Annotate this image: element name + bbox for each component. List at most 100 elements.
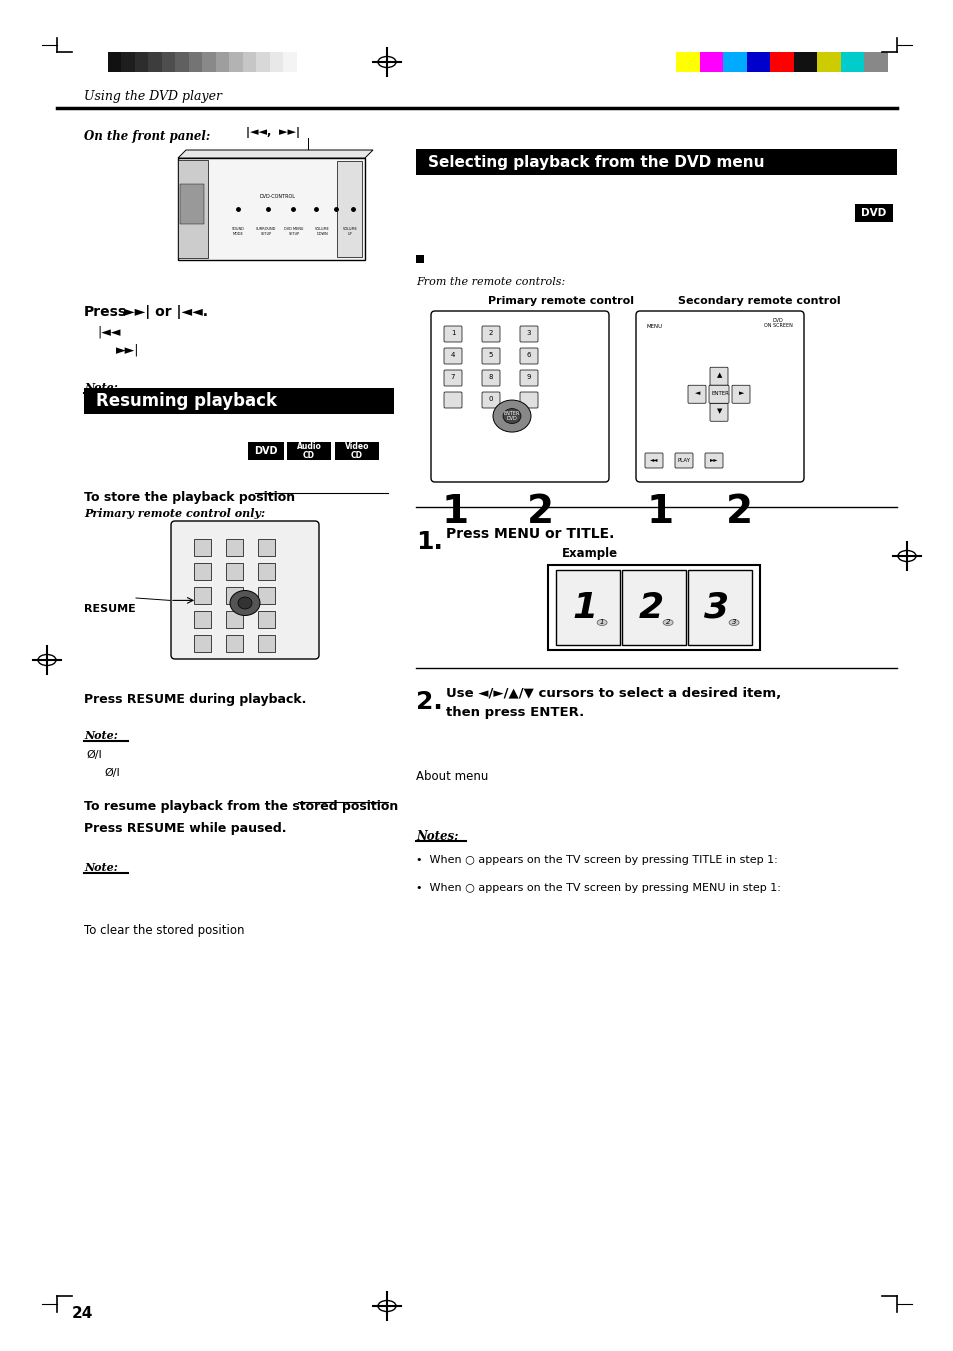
Text: Ø/I: Ø/I: [86, 750, 102, 761]
Bar: [178, 158, 365, 259]
Bar: [178, 159, 208, 258]
Text: Using the DVD player: Using the DVD player: [84, 91, 222, 103]
FancyBboxPatch shape: [443, 392, 461, 408]
FancyBboxPatch shape: [675, 453, 692, 467]
Text: 3: 3: [526, 330, 531, 336]
FancyBboxPatch shape: [636, 311, 803, 482]
Text: About menu: About menu: [416, 770, 488, 784]
Text: DVD
ON SCREEN: DVD ON SCREEN: [762, 317, 792, 328]
Bar: [746, 51, 769, 72]
Ellipse shape: [237, 597, 252, 609]
Bar: [108, 51, 121, 72]
Text: Press RESUME while paused.: Press RESUME while paused.: [84, 821, 286, 835]
Text: SURROUND
SETUP: SURROUND SETUP: [255, 227, 276, 235]
Text: •  When ○ appears on the TV screen by pressing MENU in step 1:: • When ○ appears on the TV screen by pre…: [416, 884, 781, 893]
Text: |◄◄: |◄◄: [97, 326, 120, 338]
Text: To resume playback from the stored position: To resume playback from the stored posit…: [84, 800, 397, 813]
Bar: [621, 570, 685, 644]
FancyBboxPatch shape: [443, 349, 461, 363]
Text: From the remote controls:: From the remote controls:: [416, 277, 565, 286]
Bar: [255, 51, 270, 72]
Text: Secondary remote control: Secondary remote control: [678, 296, 840, 305]
FancyBboxPatch shape: [443, 326, 461, 342]
Bar: [189, 51, 202, 72]
Text: VOLUME
UP: VOLUME UP: [342, 227, 357, 235]
Bar: [257, 611, 274, 628]
Bar: [162, 51, 175, 72]
Text: PLAY: PLAY: [677, 458, 690, 462]
FancyBboxPatch shape: [519, 370, 537, 386]
Text: Primary remote control only:: Primary remote control only:: [84, 508, 265, 519]
FancyBboxPatch shape: [519, 326, 537, 342]
FancyBboxPatch shape: [687, 385, 705, 403]
Polygon shape: [178, 150, 373, 158]
Bar: [242, 51, 255, 72]
Text: 2: 2: [638, 590, 662, 624]
Bar: [121, 51, 134, 72]
FancyBboxPatch shape: [481, 370, 499, 386]
Ellipse shape: [728, 620, 739, 626]
Bar: [854, 204, 892, 222]
Bar: [248, 442, 284, 459]
Bar: [202, 51, 215, 72]
Text: 0: 0: [488, 396, 493, 403]
Text: 24: 24: [71, 1306, 93, 1321]
Text: ►►| or |◄◄.: ►►| or |◄◄.: [124, 305, 208, 319]
FancyBboxPatch shape: [481, 392, 499, 408]
Text: Resuming playback: Resuming playback: [96, 392, 276, 409]
Bar: [193, 563, 211, 580]
Bar: [817, 51, 840, 72]
Bar: [336, 161, 361, 257]
Bar: [226, 635, 243, 653]
Bar: [149, 51, 162, 72]
Bar: [676, 51, 699, 72]
Text: Ø/I: Ø/I: [104, 767, 120, 778]
Text: 2: 2: [526, 493, 554, 531]
Text: then press ENTER.: then press ENTER.: [446, 707, 583, 719]
Ellipse shape: [662, 620, 673, 626]
FancyBboxPatch shape: [704, 453, 722, 467]
Text: •  When ○ appears on the TV screen by pressing TITLE in step 1:: • When ○ appears on the TV screen by pre…: [416, 855, 777, 865]
Text: ►►: ►►: [709, 458, 718, 462]
Text: 2: 2: [665, 620, 670, 626]
Bar: [193, 586, 211, 604]
Text: 6: 6: [526, 353, 531, 358]
FancyBboxPatch shape: [708, 385, 728, 403]
Bar: [283, 51, 296, 72]
Bar: [193, 635, 211, 653]
FancyBboxPatch shape: [431, 311, 608, 482]
Text: ►►|: ►►|: [116, 343, 139, 357]
Text: DVD: DVD: [254, 446, 277, 457]
Ellipse shape: [230, 590, 260, 616]
Ellipse shape: [502, 408, 520, 424]
Text: |◄◄,  ►►|: |◄◄, ►►|: [246, 127, 299, 138]
Bar: [226, 611, 243, 628]
Text: Note:: Note:: [84, 730, 118, 740]
Text: Selecting playback from the DVD menu: Selecting playback from the DVD menu: [428, 154, 763, 169]
Bar: [257, 586, 274, 604]
Text: 8: 8: [488, 374, 493, 380]
Text: 1: 1: [572, 590, 597, 624]
Text: 2: 2: [725, 493, 752, 531]
Bar: [180, 184, 204, 224]
Text: Use ◄/►/▲/▼ cursors to select a desired item,: Use ◄/►/▲/▼ cursors to select a desired …: [446, 688, 781, 700]
Bar: [416, 255, 423, 263]
Ellipse shape: [597, 620, 606, 626]
FancyBboxPatch shape: [709, 367, 727, 385]
Text: Example: Example: [561, 547, 618, 561]
Text: DVD: DVD: [861, 208, 885, 218]
Text: Note:: Note:: [84, 382, 118, 393]
Bar: [769, 51, 793, 72]
Text: Video
CD: Video CD: [344, 442, 369, 461]
FancyBboxPatch shape: [519, 349, 537, 363]
Text: ◄: ◄: [695, 390, 700, 396]
Bar: [416, 149, 896, 176]
Text: Note:: Note:: [84, 862, 118, 873]
Text: 3: 3: [703, 590, 729, 624]
Bar: [193, 539, 211, 557]
Text: MENU: MENU: [646, 324, 662, 330]
FancyBboxPatch shape: [481, 326, 499, 342]
Bar: [863, 51, 887, 72]
Text: On the front panel:: On the front panel:: [84, 130, 210, 143]
Text: 2: 2: [488, 330, 493, 336]
